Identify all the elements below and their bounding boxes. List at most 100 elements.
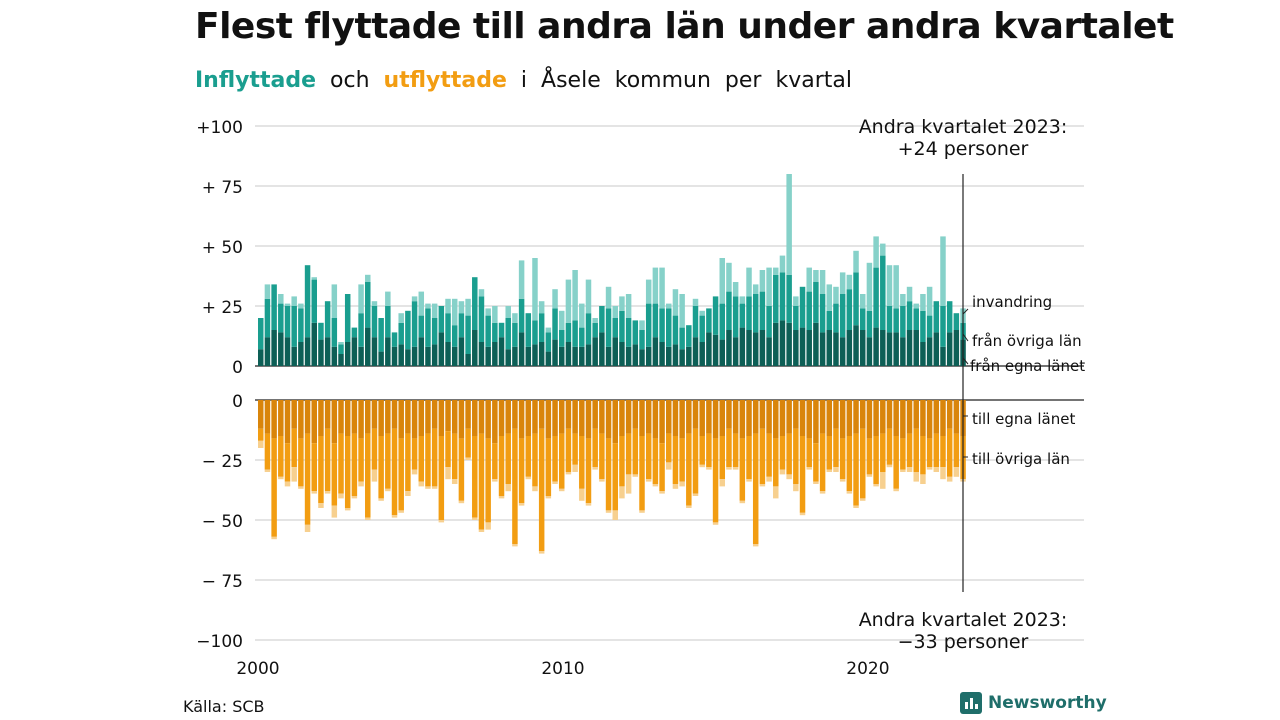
bar-in [465, 298, 471, 316]
bar-out [786, 400, 792, 434]
bar-in [592, 337, 598, 366]
bar-out [458, 438, 465, 501]
bar-out [726, 400, 732, 429]
bar-out [779, 469, 786, 475]
bar-in [558, 310, 565, 330]
bar-out [819, 491, 826, 494]
legend-label-invandring: invandring [972, 293, 1052, 311]
bar-out [538, 551, 545, 554]
bar-out [926, 438, 933, 468]
bar-out [773, 486, 779, 499]
bar-out [853, 505, 859, 508]
bar-in [666, 346, 672, 366]
bar-in [599, 306, 605, 333]
bar-in [338, 354, 344, 366]
bar-out [686, 433, 692, 506]
bar-out [666, 462, 672, 470]
bar-in [619, 342, 625, 366]
bar-out [786, 433, 792, 475]
bar-in [679, 327, 685, 350]
bar-out [940, 400, 946, 436]
bar-in [846, 274, 853, 290]
bar-out [405, 491, 411, 496]
bar-out [324, 428, 331, 492]
bar-out [873, 484, 879, 487]
bar-in [612, 306, 618, 318]
bar-in [565, 342, 572, 366]
subtitle-utflyttade: utflyttade [383, 68, 507, 93]
bar-out [612, 400, 618, 444]
bar-out [592, 467, 598, 470]
bar-in [552, 339, 558, 366]
bar-out [525, 400, 532, 436]
bar-in [472, 277, 478, 330]
bar-in [906, 301, 913, 330]
bar-out [472, 517, 478, 520]
bar-out [512, 544, 518, 547]
bar-in [625, 346, 632, 366]
bar-in [585, 344, 592, 366]
bar-out [558, 400, 565, 434]
bar-in [291, 296, 297, 306]
bar-in [458, 337, 465, 366]
bar-out [612, 510, 618, 520]
bar-out [679, 400, 685, 439]
bar-out [933, 433, 940, 468]
bar-in [672, 289, 679, 316]
bar-in [819, 332, 826, 366]
bar-out [893, 436, 899, 489]
bar-out [492, 443, 498, 480]
bar-out [518, 503, 525, 506]
bar-in [391, 346, 398, 366]
bar-in [686, 325, 692, 347]
bar-in [819, 270, 826, 294]
bar-out [472, 400, 478, 436]
bar-in [933, 301, 940, 333]
bar-out [411, 469, 418, 475]
bar-out [813, 400, 819, 444]
bar-out [953, 467, 960, 477]
newsworthy-icon [960, 692, 982, 714]
bar-out [686, 505, 692, 508]
bar-in [298, 308, 304, 342]
bar-out [666, 433, 672, 463]
bar-in [826, 284, 833, 311]
bar-in [418, 337, 425, 366]
bar-out [672, 484, 679, 489]
bar-out [411, 400, 418, 439]
bar-in [365, 327, 371, 366]
bar-out [732, 467, 739, 470]
bar-in [746, 267, 752, 297]
bar-in [686, 346, 692, 366]
bar-out [271, 438, 277, 537]
bar-in [552, 308, 558, 340]
bar-out [278, 476, 284, 480]
bar-out [291, 467, 297, 482]
bar-in [739, 303, 746, 328]
bar-out [645, 479, 652, 482]
bar-out [599, 400, 605, 434]
bar-in [371, 306, 378, 338]
bar-out [385, 488, 391, 492]
bar-out [799, 400, 806, 436]
bar-out [652, 438, 659, 484]
bar-out [264, 469, 271, 472]
bar-out [344, 436, 351, 508]
bar-out [833, 467, 839, 472]
bar-in [813, 270, 819, 282]
bar-out [773, 400, 779, 439]
bar-out [465, 457, 471, 460]
bar-out [518, 400, 525, 439]
bar-in [893, 308, 899, 333]
bar-out [652, 400, 659, 439]
bar-in [873, 236, 879, 268]
bar-out [853, 433, 859, 506]
bar-in [853, 325, 859, 366]
bar-out [485, 400, 491, 439]
bar-out [405, 433, 411, 492]
bar-in [525, 346, 532, 366]
bar-in [913, 303, 919, 309]
bar-out [298, 438, 304, 487]
bar-in [766, 306, 772, 338]
bar-out [639, 400, 645, 436]
